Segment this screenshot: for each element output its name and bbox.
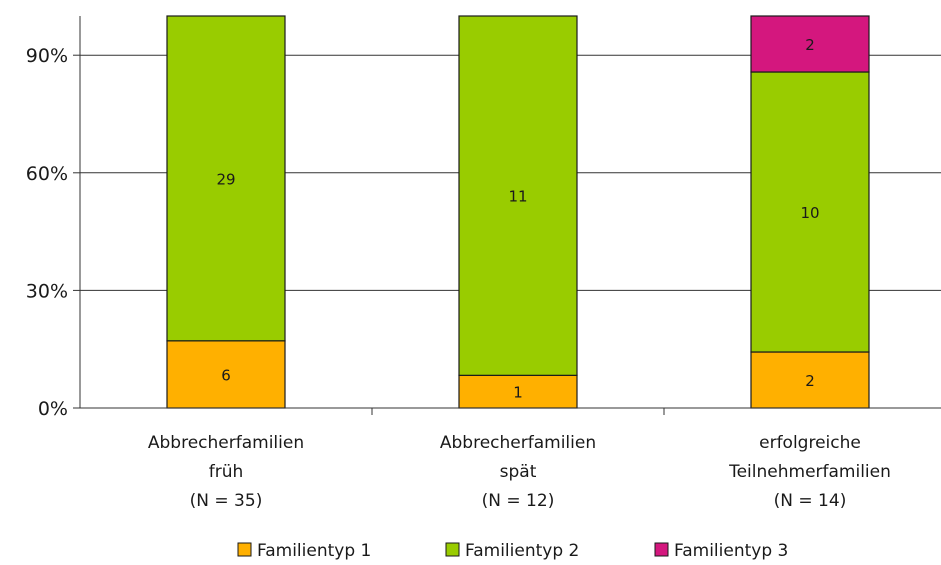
- y-tick-label: 60%: [26, 163, 68, 185]
- x-category-label: erfolgreiche: [759, 433, 861, 453]
- x-category-label: Abbrecherfamilien: [440, 433, 596, 453]
- x-axis-category-labels: Abbrecherfamilien früh (N = 35) Abbrecherfa…: [148, 433, 891, 511]
- y-axis-tick-labels: 0% 30% 60% 90%: [26, 45, 68, 420]
- legend-swatch: [237, 542, 252, 557]
- data-label: 6: [221, 366, 231, 384]
- data-label: 2: [805, 372, 815, 390]
- x-category-label: früh: [209, 462, 244, 482]
- legend-label: Familientyp 2: [465, 541, 579, 561]
- legend-swatch: [654, 542, 669, 557]
- data-label: 11: [508, 188, 527, 206]
- x-category-label: (N = 12): [482, 491, 555, 511]
- data-label: 10: [800, 204, 819, 222]
- bar-segment: [166, 340, 286, 409]
- x-category-label: Teilnehmerfamilien: [728, 462, 891, 482]
- bar-segment: [750, 71, 870, 353]
- data-label: 2: [805, 36, 815, 54]
- x-category-label: (N = 35): [190, 491, 263, 511]
- bar-segment: [166, 15, 286, 342]
- bar-segment: [750, 15, 870, 73]
- legend: Familientyp 1 Familientyp 2 Familientyp 3: [237, 541, 788, 561]
- x-category-label: spät: [500, 462, 537, 482]
- x-category-label: (N = 14): [774, 491, 847, 511]
- x-category-label: Abbrecherfamilien: [148, 433, 304, 453]
- legend-swatch: [445, 542, 460, 557]
- axes: [73, 16, 941, 415]
- y-tick-label: 90%: [26, 45, 68, 67]
- legend-label: Familientyp 3: [674, 541, 788, 561]
- bar-segment: [458, 374, 578, 409]
- bar-segment: [458, 15, 578, 376]
- y-tick-label: 0%: [38, 398, 68, 420]
- data-label: 29: [216, 170, 235, 188]
- y-tick-label: 30%: [26, 280, 68, 302]
- legend-label: Familientyp 1: [257, 541, 371, 561]
- data-label: 1: [513, 384, 523, 402]
